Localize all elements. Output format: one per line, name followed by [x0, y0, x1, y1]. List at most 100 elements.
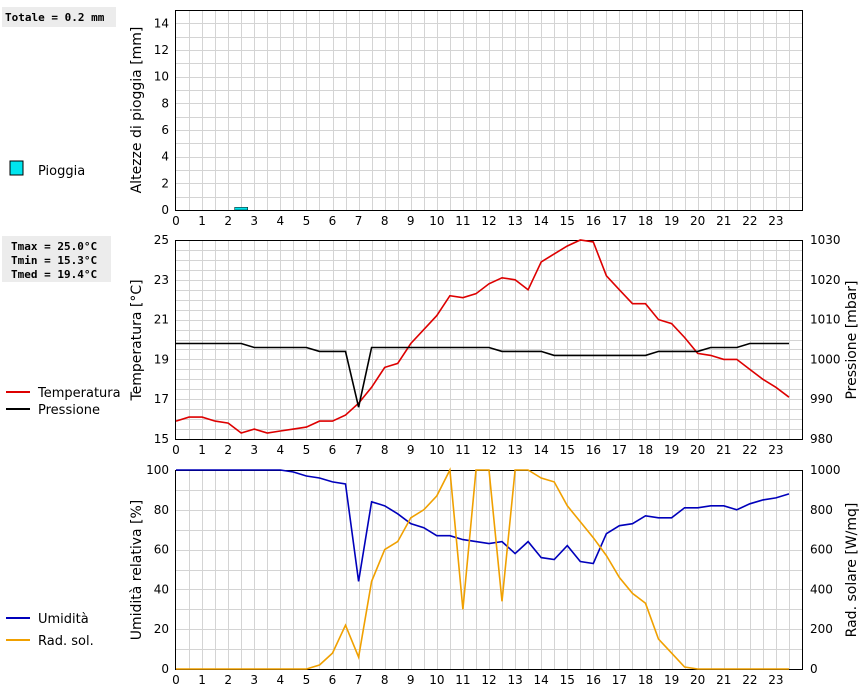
y-tick-label: 23 [154, 273, 169, 287]
y-tick-label: 19 [154, 352, 169, 366]
temp-x-ticks: 0 1 2 3 4 5 6 7 8 9 10 11 12 13 14 15 16 17 18 19 20 21 22 23 [172, 443, 783, 457]
x-tick-label: 17 [612, 214, 627, 228]
x-tick-label: 18 [638, 214, 653, 228]
x-tick-label: 17 [612, 673, 627, 687]
rain-plot-frame [175, 10, 803, 211]
x-tick-label: 4 [277, 443, 285, 457]
x-tick-label: 7 [355, 673, 363, 687]
x-tick-label: 8 [381, 673, 389, 687]
x-tick-label: 1 [198, 214, 206, 228]
y-tick-label: 12 [154, 43, 169, 57]
y-tick-label: 21 [154, 313, 169, 327]
x-tick-label: 9 [407, 214, 415, 228]
x-tick-label: 19 [664, 673, 679, 687]
x-tick-label: 3 [250, 443, 258, 457]
temp-y-ticks: 15 17 19 21 23 25 [154, 233, 169, 446]
y-tick-label: 25 [154, 233, 169, 247]
x-tick-label: 19 [664, 214, 679, 228]
x-tick-label: 20 [690, 443, 705, 457]
x-tick-label: 2 [224, 443, 232, 457]
x-tick-label: 5 [303, 214, 311, 228]
x-tick-label: 4 [277, 673, 285, 687]
x-tick-label: 12 [481, 673, 496, 687]
y2-tick-label: 1020 [810, 273, 841, 287]
x-tick-label: 16 [586, 673, 601, 687]
x-tick-label: 17 [612, 443, 627, 457]
radiation-y-ticks: 0 200 400 600 800 1000 [810, 463, 841, 676]
x-tick-label: 15 [560, 673, 575, 687]
x-tick-label: 11 [455, 443, 470, 457]
x-tick-label: 6 [329, 673, 337, 687]
y-tick-label: 2 [161, 176, 169, 190]
x-tick-label: 16 [586, 443, 601, 457]
y2-tick-label: 1010 [810, 313, 841, 327]
temp-stat-max: Tmax = 25.0°C [11, 240, 97, 253]
x-tick-label: 3 [250, 673, 258, 687]
series-line-umidit [176, 469, 790, 582]
rain-total: Totale = 0.2 mm [5, 11, 105, 24]
temp-lines [175, 239, 790, 434]
x-tick-label: 16 [586, 214, 601, 228]
x-tick-label: 11 [455, 214, 470, 228]
x-tick-label: 10 [429, 214, 444, 228]
x-tick-label: 23 [768, 443, 783, 457]
y-tick-label: 10 [154, 70, 169, 84]
x-tick-label: 22 [742, 214, 757, 228]
y2-tick-label: 980 [810, 432, 833, 446]
series-line-temperatura [175, 239, 790, 434]
y2-tick-label: 200 [810, 622, 833, 636]
x-tick-label: 7 [355, 443, 363, 457]
x-tick-label: 21 [716, 443, 731, 457]
legend-label-radsol: Rad. sol. [38, 634, 94, 649]
rain-x-ticks: 0 1 2 3 4 5 6 7 8 9 10 11 12 13 14 15 16 17 18 19 20 21 22 23 [172, 214, 783, 228]
x-tick-label: 13 [507, 214, 522, 228]
y2-tick-label: 400 [810, 582, 833, 596]
series-line-rad-sol [176, 467, 789, 670]
y2-tick-label: 1000 [810, 352, 841, 366]
temp-stats-box [2, 236, 111, 282]
legend-label-temperatura: Temperatura [37, 386, 121, 401]
temp-stat-mean: Tmed = 19.4°C [11, 268, 97, 281]
x-tick-label: 3 [250, 214, 258, 228]
x-tick-label: 20 [690, 214, 705, 228]
legend-swatch-pioggia [9, 160, 24, 176]
legend-label-umidita: Umidità [38, 612, 89, 627]
x-tick-label: 11 [455, 673, 470, 687]
y2-tick-label: 800 [810, 503, 833, 517]
y-tick-label: 14 [154, 16, 169, 30]
x-tick-label: 20 [690, 673, 705, 687]
x-tick-label: 0 [172, 214, 180, 228]
y-tick-label: 15 [154, 432, 169, 446]
temp-plot-frame [175, 240, 803, 440]
y-tick-label: 6 [161, 123, 169, 137]
x-tick-label: 13 [507, 443, 522, 457]
x-tick-label: 10 [429, 443, 444, 457]
x-tick-label: 0 [172, 443, 180, 457]
x-tick-label: 14 [534, 443, 549, 457]
humidity-y-label: Umidità relativa [%] [129, 500, 145, 641]
rain-total-box [2, 7, 116, 27]
x-tick-label: 12 [481, 443, 496, 457]
x-tick-label: 6 [329, 214, 337, 228]
x-tick-label: 23 [768, 214, 783, 228]
temp-panel: Tmax = 25.0°C Tmin = 15.3°C Tmed = 19.4°… [2, 233, 860, 457]
x-tick-label: 14 [534, 214, 549, 228]
x-tick-label: 15 [560, 214, 575, 228]
y-tick-label: 20 [154, 622, 169, 636]
x-tick-label: 2 [224, 673, 232, 687]
x-tick-label: 9 [407, 673, 415, 687]
x-tick-label: 21 [716, 214, 731, 228]
temp-grid [176, 240, 802, 439]
y-tick-label: 80 [154, 503, 169, 517]
x-tick-label: 2 [224, 214, 232, 228]
legend-label-pressione: Pressione [38, 403, 100, 418]
x-tick-label: 5 [303, 673, 311, 687]
y-tick-label: 100 [146, 463, 169, 477]
x-tick-label: 1 [198, 443, 206, 457]
x-tick-label: 4 [277, 214, 285, 228]
y-tick-label: 8 [161, 96, 169, 110]
y2-tick-label: 990 [810, 392, 833, 406]
